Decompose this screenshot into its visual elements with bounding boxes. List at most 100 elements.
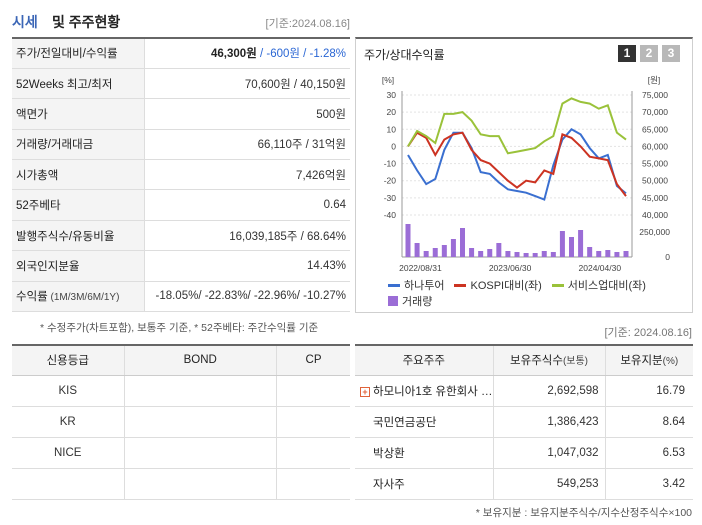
holder-ratio: 8.64 xyxy=(605,406,693,438)
table-row: KIS xyxy=(12,375,350,407)
chart-button-1[interactable]: 1 xyxy=(618,45,636,62)
volume-bar xyxy=(569,237,574,257)
price-chart: [%] [원] 30 20 10 0 -10 -20 -30 -40 75,000 70,000 65,… xyxy=(382,75,670,273)
volume-bar xyxy=(478,251,484,257)
page-subtitle: 및 주주현황 xyxy=(52,14,121,30)
quote-row-price: 주가/전일대비/수익률 46,300원 / -600원 / -1.28% xyxy=(12,38,350,69)
volume-bar xyxy=(605,250,611,257)
volume-bar xyxy=(514,252,520,257)
header-label: 보유지분 xyxy=(620,355,663,368)
volume-bar xyxy=(487,249,493,257)
section-header: 시세 및 주주현황 [기준:2024.08.16] xyxy=(12,10,350,34)
holder-header-name: 주요주주 xyxy=(355,345,494,376)
legend-line-icon xyxy=(388,283,400,287)
x-tick-label: 2023/06/30 xyxy=(489,263,532,273)
volume-bar xyxy=(623,251,629,257)
quote-row-par-value: 액면가 500원 xyxy=(12,98,350,130)
volume-bar xyxy=(559,231,565,257)
expand-plus-icon[interactable]: + xyxy=(360,386,370,397)
volume-bar xyxy=(550,252,556,257)
credit-agency: NICE xyxy=(12,437,125,469)
legend-hana[interactable]: 하나투어 xyxy=(388,277,444,293)
holder-name: 하모니아1호 유한회사 … xyxy=(373,385,493,398)
series-line-1 xyxy=(407,128,627,201)
quote-value: 16,039,185주 / 68.64% xyxy=(144,220,350,252)
major-shareholders-table: 주요주주 보유주식수(보통) 보유지분(%) + 하모니아1호 유한회사 … 2,… xyxy=(355,344,693,500)
volume-bar xyxy=(578,230,584,257)
holder-name-cell: 국민연금공단 xyxy=(355,406,494,438)
x-tick-label: 2022/08/31 xyxy=(399,263,442,273)
credit-header-bond: BOND xyxy=(124,345,278,376)
legend-label: 거래량 xyxy=(402,296,433,308)
quote-row-52weeks: 52Weeks 최고/최저 70,600원 / 40,150원 xyxy=(12,68,350,100)
chart-legend: 하나투어 KOSPI대비(좌) 서비스업대비(좌) 거래량 xyxy=(388,277,688,309)
volume-bar xyxy=(587,247,593,257)
volume-bar xyxy=(532,253,538,257)
quote-label: 수익률 (1M/3M/6M/1Y) xyxy=(12,281,145,313)
holder-name-cell[interactable]: + 하모니아1호 유한회사 … xyxy=(355,375,494,407)
quote-label: 주가/전일대비/수익률 xyxy=(12,38,145,69)
holder-name: 박상환 xyxy=(373,447,405,460)
chart-period-buttons: 1 2 3 xyxy=(618,45,680,62)
quote-label: 거래량/거래대금 xyxy=(12,129,145,161)
legend-line-icon xyxy=(551,283,564,287)
holder-name: 국민연금공단 xyxy=(373,416,437,429)
right-tick-label: 65,000 xyxy=(642,124,668,134)
right-tick-label: 55,000 xyxy=(642,159,668,169)
volume-bar xyxy=(450,239,456,257)
volume-bar xyxy=(432,248,438,257)
header-unit: (보통) xyxy=(562,356,588,368)
left-tick-label: 10 xyxy=(387,124,397,134)
quote-value: 0.64 xyxy=(144,189,350,221)
holder-ratio: 3.42 xyxy=(605,468,693,500)
holder-shares: 549,253 xyxy=(493,468,606,500)
credit-bond xyxy=(124,375,278,407)
quote-value: 46,300원 / -600원 / -1.28% xyxy=(144,38,350,69)
quote-value: 70,600원 / 40,150원 xyxy=(144,68,350,100)
quote-table: 주가/전일대비/수익률 46,300원 / -600원 / -1.28% 52W… xyxy=(12,37,350,313)
holder-ratio: 6.53 xyxy=(605,437,693,469)
quote-row-beta: 52주베타 0.64 xyxy=(12,189,350,221)
table-row: NICE xyxy=(12,437,350,469)
volume-bar xyxy=(596,251,602,257)
price-chart-panel: 주가/상대수익률 1 2 3 [%] [원] 30 20 10 0 -10 -20 -30 -40… xyxy=(355,37,693,313)
credit-cp xyxy=(276,468,350,500)
volume-bar xyxy=(469,248,475,257)
credit-cp xyxy=(276,437,350,469)
credit-header-row: 신용등급 BOND CP xyxy=(12,345,350,376)
holder-name: 자사주 xyxy=(373,478,405,491)
chart-title: 주가/상대수익률 xyxy=(364,48,445,62)
holder-name-cell: 자사주 xyxy=(355,468,494,500)
credit-header-agency: 신용등급 xyxy=(12,345,125,376)
series-line-2 xyxy=(407,131,627,197)
credit-cp xyxy=(276,375,350,407)
legend-volume[interactable]: 거래량 xyxy=(388,293,432,309)
volume-bar xyxy=(496,243,502,257)
quote-row-foreign: 외국인지분율 14.43% xyxy=(12,250,350,282)
credit-bond xyxy=(124,406,278,438)
volume-tick-label: 250,000 xyxy=(639,227,670,237)
series-line-3 xyxy=(407,97,627,155)
credit-header-cp: CP xyxy=(276,345,350,376)
x-tick-label: 2024/04/30 xyxy=(579,263,622,273)
left-axis-unit: [%] xyxy=(382,75,394,85)
volume-bar xyxy=(614,252,620,257)
holder-shares: 1,047,032 xyxy=(493,437,606,469)
header-label: 보유주식수 xyxy=(510,355,563,368)
table-row: KR xyxy=(12,406,350,438)
quote-label: 시가총액 xyxy=(12,159,145,191)
holder-header-shares: 보유주식수(보통) xyxy=(493,345,606,376)
quote-row-market-cap: 시가총액 7,426억원 xyxy=(12,159,350,191)
table-row xyxy=(12,468,350,500)
chart-button-3[interactable]: 3 xyxy=(662,45,680,62)
legend-service[interactable]: 서비스업대비(좌) xyxy=(551,277,646,293)
price-change: / -600원 / -1.28% xyxy=(256,48,346,61)
chart-button-2[interactable]: 2 xyxy=(640,45,658,62)
holders-note: * 보유지분 : 보유지분주식수/지수산정주식수×100 xyxy=(475,507,692,519)
legend-kospi[interactable]: KOSPI대비(좌) xyxy=(454,277,542,293)
left-tick-label: 30 xyxy=(387,90,397,100)
quote-label: 52Weeks 최고/최저 xyxy=(12,68,145,100)
volume-bar xyxy=(423,251,429,257)
holder-ratio: 16.79 xyxy=(605,375,693,407)
current-price: 46,300원 xyxy=(211,48,257,61)
